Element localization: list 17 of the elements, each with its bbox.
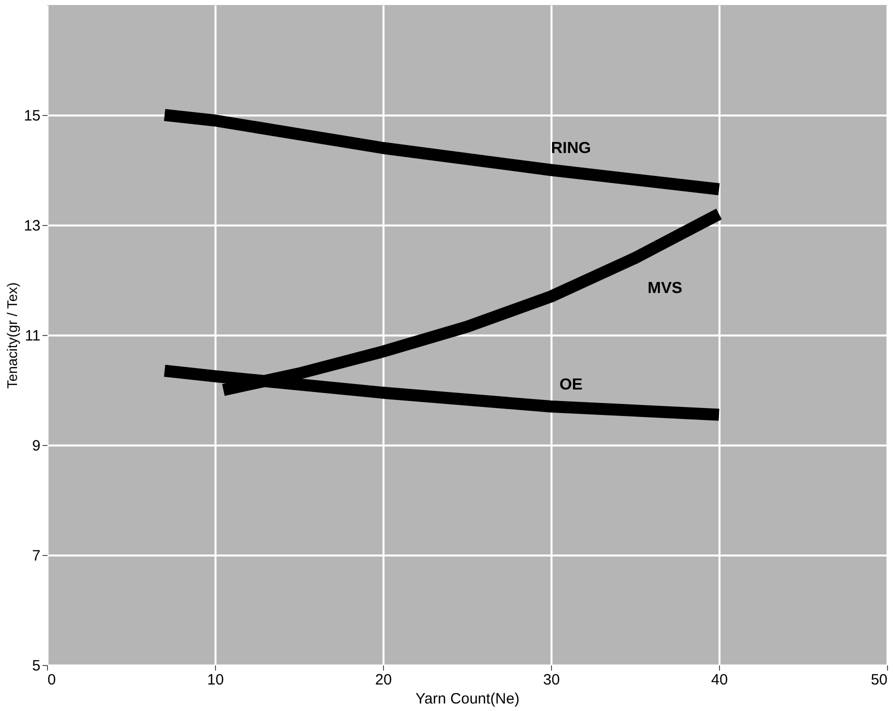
x-tick-label: 30 — [543, 672, 560, 688]
series-label: RING — [551, 140, 591, 157]
series-label: MVS — [648, 280, 683, 297]
x-axis-title: Yarn Count(Ne) — [416, 690, 520, 708]
x-tick-label: 50 — [870, 672, 888, 688]
y-axis-title: Tenacity(gr / Tex) — [4, 282, 20, 389]
y-tick-label: 13 — [24, 218, 40, 234]
series-label: OE — [559, 376, 583, 394]
x-tick-label: 20 — [375, 672, 392, 688]
x-tick-label: 40 — [711, 672, 728, 688]
y-tick-label: 9 — [32, 438, 40, 454]
x-tick-label: 10 — [207, 672, 224, 688]
y-tick-label: 11 — [24, 328, 40, 344]
y-tick-label: 5 — [32, 658, 40, 674]
x-tick-label: 0 — [48, 672, 56, 688]
y-tick-label: 15 — [24, 108, 40, 124]
y-tick-label: 7 — [32, 548, 40, 564]
